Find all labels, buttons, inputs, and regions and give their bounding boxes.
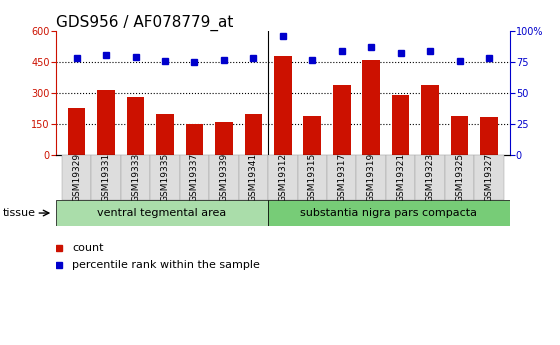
Bar [392,95,409,155]
Bar [150,155,180,200]
Bar [62,155,91,200]
Bar [268,155,297,200]
Text: GSM19312: GSM19312 [278,153,287,202]
Bar [209,155,239,200]
Text: count: count [72,243,104,253]
Bar [480,117,498,155]
Bar [268,200,510,226]
Bar [215,122,233,155]
Text: GSM19319: GSM19319 [367,153,376,202]
Bar [445,155,474,200]
Text: GSM19321: GSM19321 [396,153,405,202]
Text: GSM19335: GSM19335 [161,153,170,202]
Bar [421,85,439,155]
Bar [245,114,262,155]
Text: GSM19325: GSM19325 [455,153,464,202]
Bar [91,155,121,200]
Bar [333,85,351,155]
Bar [416,155,445,200]
Text: GSM19333: GSM19333 [131,153,140,202]
Bar [180,155,209,200]
Bar [185,124,203,155]
Bar [127,97,144,155]
Text: GSM19327: GSM19327 [484,153,493,202]
Bar [474,155,503,200]
Bar [68,108,86,155]
Bar [386,155,416,200]
Text: ventral tegmental area: ventral tegmental area [97,208,227,218]
Text: GSM19339: GSM19339 [220,153,228,202]
Text: GSM19317: GSM19317 [337,153,346,202]
Bar [274,56,292,155]
Text: GSM19323: GSM19323 [426,153,435,202]
Bar [56,200,268,226]
Bar [451,116,468,155]
Bar [327,155,356,200]
Bar [239,155,268,200]
Bar [297,155,327,200]
Text: substantia nigra pars compacta: substantia nigra pars compacta [300,208,477,218]
Text: percentile rank within the sample: percentile rank within the sample [72,260,260,269]
Text: tissue: tissue [3,208,36,218]
Bar [362,60,380,155]
Text: GSM19329: GSM19329 [72,153,81,202]
Bar [304,116,321,155]
Text: GSM19337: GSM19337 [190,153,199,202]
Text: GSM19331: GSM19331 [101,153,110,202]
Bar [156,114,174,155]
Bar [97,90,115,155]
Bar [121,155,150,200]
Text: GSM19315: GSM19315 [308,153,317,202]
Text: GSM19341: GSM19341 [249,153,258,202]
Bar [356,155,386,200]
Text: GDS956 / AF078779_at: GDS956 / AF078779_at [56,15,234,31]
